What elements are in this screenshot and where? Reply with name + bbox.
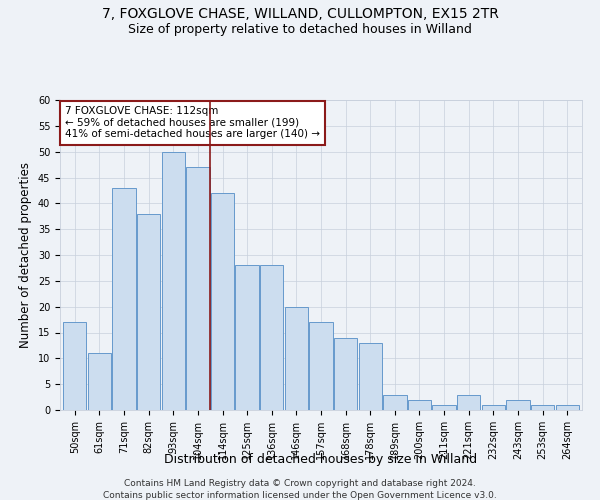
Bar bbox=[433, 405, 456, 410]
Bar bbox=[482, 405, 505, 410]
Text: Distribution of detached houses by size in Willand: Distribution of detached houses by size … bbox=[164, 452, 478, 466]
Bar bbox=[506, 400, 530, 410]
Text: 7, FOXGLOVE CHASE, WILLAND, CULLOMPTON, EX15 2TR: 7, FOXGLOVE CHASE, WILLAND, CULLOMPTON, … bbox=[101, 8, 499, 22]
Bar bbox=[63, 322, 86, 410]
Bar bbox=[112, 188, 136, 410]
Bar bbox=[137, 214, 160, 410]
Bar bbox=[359, 343, 382, 410]
Bar bbox=[383, 394, 407, 410]
Bar bbox=[334, 338, 358, 410]
Bar bbox=[235, 266, 259, 410]
Bar bbox=[161, 152, 185, 410]
Text: Contains public sector information licensed under the Open Government Licence v3: Contains public sector information licen… bbox=[103, 491, 497, 500]
Bar bbox=[310, 322, 332, 410]
Text: Contains HM Land Registry data © Crown copyright and database right 2024.: Contains HM Land Registry data © Crown c… bbox=[124, 479, 476, 488]
Bar bbox=[556, 405, 579, 410]
Bar bbox=[284, 306, 308, 410]
Bar bbox=[88, 353, 111, 410]
Bar bbox=[260, 266, 283, 410]
Bar bbox=[211, 193, 234, 410]
Bar bbox=[531, 405, 554, 410]
Bar bbox=[186, 167, 209, 410]
Bar bbox=[457, 394, 481, 410]
Text: Size of property relative to detached houses in Willand: Size of property relative to detached ho… bbox=[128, 22, 472, 36]
Bar bbox=[408, 400, 431, 410]
Text: 7 FOXGLOVE CHASE: 112sqm
← 59% of detached houses are smaller (199)
41% of semi-: 7 FOXGLOVE CHASE: 112sqm ← 59% of detach… bbox=[65, 106, 320, 140]
Y-axis label: Number of detached properties: Number of detached properties bbox=[19, 162, 32, 348]
